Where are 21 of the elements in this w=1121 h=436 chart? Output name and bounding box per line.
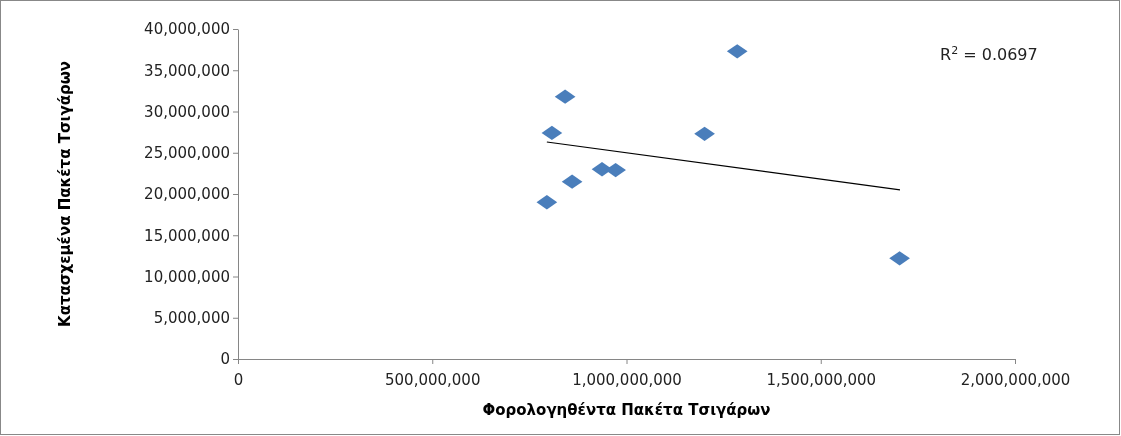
y-tick-label: 10,000,000 bbox=[144, 267, 230, 286]
point bbox=[889, 251, 910, 266]
y-tick-label: 40,000,000 bbox=[144, 20, 230, 39]
y-tick-label: 15,000,000 bbox=[144, 226, 230, 245]
y-tick-label: 20,000,000 bbox=[144, 185, 230, 204]
x-tick-label: 0 bbox=[233, 371, 244, 389]
point bbox=[541, 125, 563, 141]
annotation: R$^{2}$ = 0.0697 bbox=[940, 43, 1038, 64]
y-tick-label: 0 bbox=[220, 350, 230, 369]
y-tick-label: 25,000,000 bbox=[144, 144, 230, 163]
y-axis-title: Κατασχεμένα Πακέτα Τσιγάρων bbox=[56, 61, 74, 327]
point bbox=[605, 162, 626, 178]
y-tick-label: 30,000,000 bbox=[144, 102, 230, 121]
y-tick-label: 35,000,000 bbox=[144, 61, 230, 80]
point bbox=[694, 126, 715, 141]
y-tick-label: 5,000,000 bbox=[153, 309, 230, 328]
x-tick-label: 2,000,000,000 bbox=[960, 371, 1071, 389]
x-tick-label: 500,000,000 bbox=[385, 371, 481, 389]
x-tick-label: 1,500,000,000 bbox=[766, 371, 877, 389]
x-axis-title: Φορολογηθέντα Πακέτα Τσιγάρων bbox=[482, 401, 771, 419]
x-tick-label: 1,000,000,000 bbox=[572, 371, 682, 389]
